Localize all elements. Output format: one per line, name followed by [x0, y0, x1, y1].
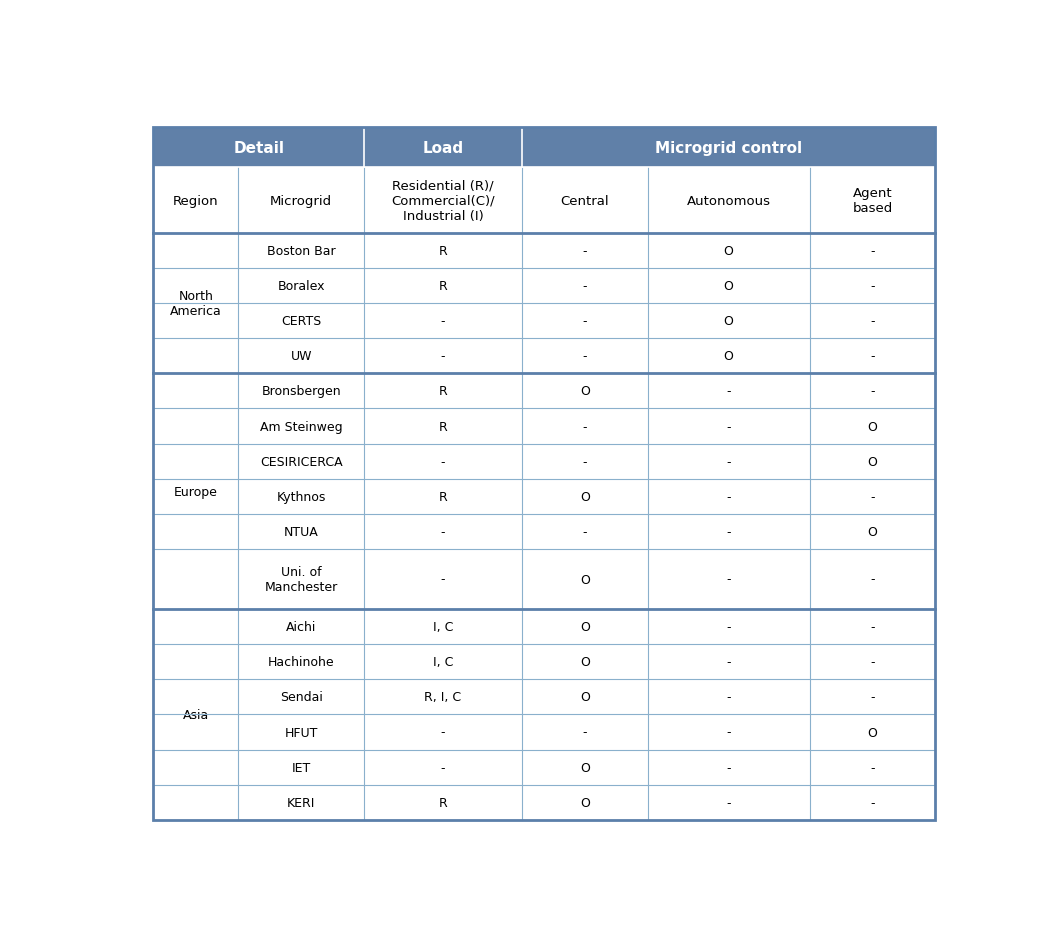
- Text: -: -: [583, 314, 587, 328]
- Text: I, C: I, C: [433, 655, 453, 668]
- Text: -: -: [726, 796, 731, 809]
- Bar: [153, 233, 936, 820]
- Text: -: -: [870, 655, 875, 668]
- Text: -: -: [870, 244, 875, 257]
- Text: Hachinohe: Hachinohe: [268, 655, 335, 668]
- Text: O: O: [580, 573, 589, 586]
- Text: -: -: [441, 455, 445, 468]
- Text: Europe: Europe: [174, 485, 218, 498]
- Text: Bronsbergen: Bronsbergen: [261, 385, 341, 398]
- Text: O: O: [580, 761, 589, 774]
- Text: R, I, C: R, I, C: [425, 691, 462, 704]
- Text: R: R: [439, 244, 447, 257]
- Text: Region: Region: [173, 195, 219, 207]
- Text: -: -: [870, 490, 875, 504]
- Text: North
America: North America: [170, 289, 222, 317]
- Text: -: -: [441, 350, 445, 363]
- Text: O: O: [723, 280, 734, 293]
- Text: -: -: [726, 621, 731, 634]
- Text: -: -: [726, 490, 731, 504]
- Text: Boston Bar: Boston Bar: [267, 244, 336, 257]
- Text: R: R: [439, 490, 447, 504]
- Text: -: -: [441, 725, 445, 739]
- Text: Kythnos: Kythnos: [276, 490, 326, 504]
- Text: -: -: [726, 655, 731, 668]
- Text: -: -: [870, 761, 875, 774]
- Text: O: O: [723, 244, 734, 257]
- Text: R: R: [439, 280, 447, 293]
- Text: O: O: [723, 314, 734, 328]
- Text: -: -: [441, 314, 445, 328]
- Text: HFUT: HFUT: [285, 725, 318, 739]
- Text: Asia: Asia: [183, 709, 209, 721]
- Bar: [153, 168, 936, 233]
- Text: -: -: [583, 525, 587, 538]
- Text: -: -: [870, 621, 875, 634]
- Text: O: O: [868, 525, 877, 538]
- Text: -: -: [583, 725, 587, 739]
- Text: -: -: [441, 761, 445, 774]
- Text: -: -: [870, 691, 875, 704]
- Text: O: O: [868, 455, 877, 468]
- Text: Aichi: Aichi: [286, 621, 316, 634]
- Text: -: -: [870, 796, 875, 809]
- Text: -: -: [583, 455, 587, 468]
- Text: O: O: [580, 655, 589, 668]
- Text: Boralex: Boralex: [277, 280, 325, 293]
- Text: -: -: [870, 350, 875, 363]
- Text: Microgrid control: Microgrid control: [655, 140, 802, 155]
- Text: R: R: [439, 420, 447, 433]
- Text: NTUA: NTUA: [284, 525, 319, 538]
- Text: O: O: [580, 385, 589, 398]
- Text: Agent
based: Agent based: [853, 187, 892, 214]
- Bar: [153, 128, 936, 168]
- Text: O: O: [723, 350, 734, 363]
- Text: CERTS: CERTS: [281, 314, 322, 328]
- Text: -: -: [726, 385, 731, 398]
- Text: UW: UW: [290, 350, 312, 363]
- Text: -: -: [870, 280, 875, 293]
- Text: -: -: [726, 455, 731, 468]
- Text: Autonomous: Autonomous: [687, 195, 771, 207]
- Text: Microgrid: Microgrid: [270, 195, 332, 207]
- Text: O: O: [580, 796, 589, 809]
- Text: -: -: [441, 525, 445, 538]
- Text: -: -: [726, 573, 731, 586]
- Text: O: O: [580, 621, 589, 634]
- Text: Sendai: Sendai: [279, 691, 323, 704]
- Text: O: O: [868, 420, 877, 433]
- Text: Residential (R)/
Commercial(C)/
Industrial (I): Residential (R)/ Commercial(C)/ Industri…: [391, 180, 495, 223]
- Text: -: -: [870, 314, 875, 328]
- Text: -: -: [583, 420, 587, 433]
- Text: IET: IET: [292, 761, 311, 774]
- Text: KERI: KERI: [287, 796, 315, 809]
- Text: -: -: [870, 573, 875, 586]
- Text: -: -: [583, 280, 587, 293]
- Text: -: -: [726, 691, 731, 704]
- Text: Uni. of
Manchester: Uni. of Manchester: [264, 565, 338, 593]
- Text: -: -: [441, 573, 445, 586]
- Text: Central: Central: [561, 195, 610, 207]
- Text: I, C: I, C: [433, 621, 453, 634]
- Text: -: -: [583, 244, 587, 257]
- Text: Load: Load: [423, 140, 463, 155]
- Text: -: -: [870, 385, 875, 398]
- Text: -: -: [726, 761, 731, 774]
- Text: O: O: [868, 725, 877, 739]
- Text: R: R: [439, 796, 447, 809]
- Text: O: O: [580, 691, 589, 704]
- Text: Am Steinweg: Am Steinweg: [260, 420, 343, 433]
- Text: CESIRICERCA: CESIRICERCA: [260, 455, 343, 468]
- Text: -: -: [583, 350, 587, 363]
- Text: -: -: [726, 525, 731, 538]
- Text: O: O: [580, 490, 589, 504]
- Text: -: -: [726, 420, 731, 433]
- Text: -: -: [726, 725, 731, 739]
- Text: R: R: [439, 385, 447, 398]
- Text: Detail: Detail: [234, 140, 285, 155]
